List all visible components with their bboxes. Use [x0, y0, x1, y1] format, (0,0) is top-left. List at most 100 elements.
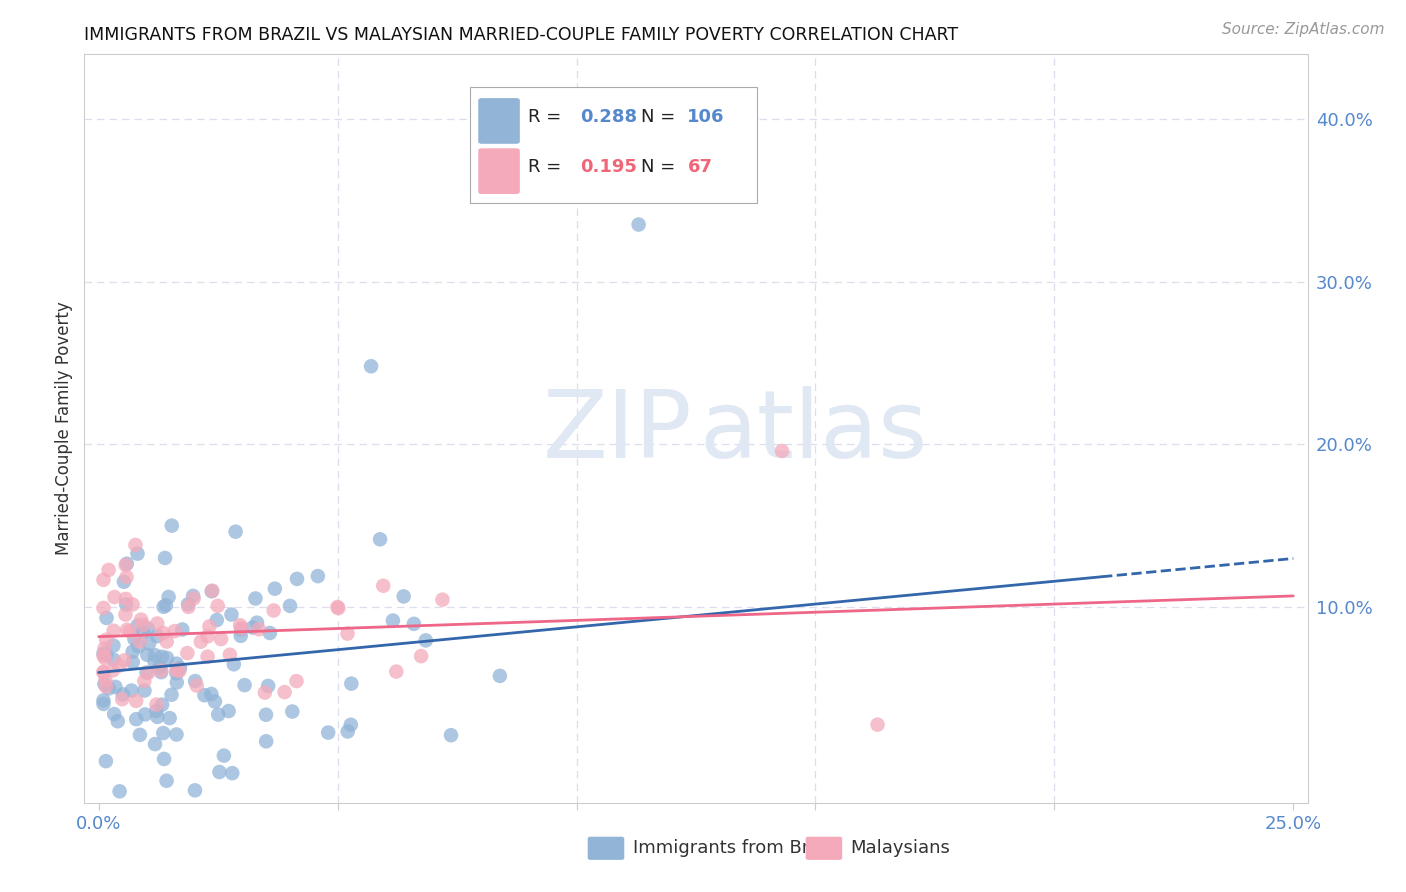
Point [124, 538, 146, 552]
Point [103, 639, 125, 653]
Point [153, 752, 176, 766]
Text: 0.288: 0.288 [579, 108, 637, 126]
Point [326, 599, 349, 614]
Point [205, 613, 228, 627]
Point [150, 665, 173, 680]
Text: IMMIGRANTS FROM BRAZIL VS MALAYSIAN MARRIED-COUPLE FAMILY POVERTY CORRELATION CH: IMMIGRANTS FROM BRAZIL VS MALAYSIAN MARR… [84, 26, 959, 44]
Point [627, 218, 650, 232]
Point [93, 677, 115, 691]
Point [165, 663, 187, 677]
Point [127, 547, 149, 561]
Point [146, 616, 169, 631]
Point [207, 599, 229, 613]
Point [128, 634, 150, 648]
Text: Source: ZipAtlas.com: Source: ZipAtlas.com [1222, 22, 1385, 37]
Point [340, 676, 363, 690]
Point [93, 601, 115, 615]
Point [115, 557, 138, 571]
Point [254, 707, 277, 722]
Point [169, 661, 191, 675]
Point [307, 569, 329, 583]
Point [97, 681, 120, 696]
Point [186, 679, 208, 693]
FancyBboxPatch shape [478, 148, 520, 194]
Point [340, 718, 363, 732]
Point [381, 614, 404, 628]
Point [373, 579, 395, 593]
Point [392, 590, 415, 604]
Point [103, 707, 125, 722]
Point [229, 623, 252, 637]
Point [103, 653, 125, 667]
Point [229, 629, 252, 643]
Point [221, 607, 243, 622]
Point [197, 649, 219, 664]
Point [160, 518, 183, 533]
Point [114, 607, 136, 622]
Point [167, 664, 190, 678]
Point [132, 625, 155, 640]
Point [115, 598, 138, 612]
Point [143, 737, 166, 751]
Point [150, 664, 173, 678]
Point [432, 592, 454, 607]
Point [145, 704, 167, 718]
Point [143, 648, 166, 663]
Point [103, 590, 125, 604]
Point [132, 617, 155, 632]
Point [145, 698, 167, 712]
Point [93, 665, 115, 680]
Point [153, 551, 176, 566]
Point [368, 533, 391, 547]
Text: R =: R = [529, 108, 568, 126]
Point [247, 622, 270, 636]
Point [121, 683, 143, 698]
Point [181, 589, 204, 603]
Point [121, 655, 143, 669]
Point [257, 679, 280, 693]
Point [152, 599, 174, 614]
Point [402, 616, 425, 631]
Point [124, 632, 146, 646]
Point [489, 669, 512, 683]
Point [136, 648, 159, 662]
Point [114, 591, 136, 606]
Point [385, 665, 408, 679]
Point [134, 673, 156, 688]
Y-axis label: Married-Couple Family Poverty: Married-Couple Family Poverty [55, 301, 73, 555]
Point [157, 590, 180, 604]
Point [198, 619, 221, 633]
Text: N =: N = [641, 159, 681, 177]
Point [115, 570, 138, 584]
Point [101, 664, 124, 678]
Point [242, 621, 264, 635]
Point [259, 626, 281, 640]
Point [93, 697, 115, 711]
Point [190, 634, 212, 648]
Point [207, 707, 229, 722]
Text: atlas: atlas [700, 386, 928, 478]
Point [94, 754, 117, 768]
Point [107, 714, 129, 729]
Point [96, 632, 118, 647]
Point [166, 675, 188, 690]
Point [172, 623, 194, 637]
Point [253, 685, 276, 699]
Point [360, 359, 382, 374]
Point [93, 573, 115, 587]
Point [134, 707, 156, 722]
Point [143, 655, 166, 669]
FancyBboxPatch shape [478, 98, 520, 144]
Point [118, 624, 141, 639]
Point [193, 688, 215, 702]
Point [212, 748, 235, 763]
Point [770, 444, 793, 458]
Point [96, 648, 118, 662]
Point [245, 591, 267, 606]
Point [336, 724, 359, 739]
Text: 67: 67 [688, 159, 713, 177]
Point [159, 711, 181, 725]
Text: 106: 106 [688, 108, 725, 126]
Point [127, 618, 149, 632]
FancyBboxPatch shape [470, 87, 758, 203]
